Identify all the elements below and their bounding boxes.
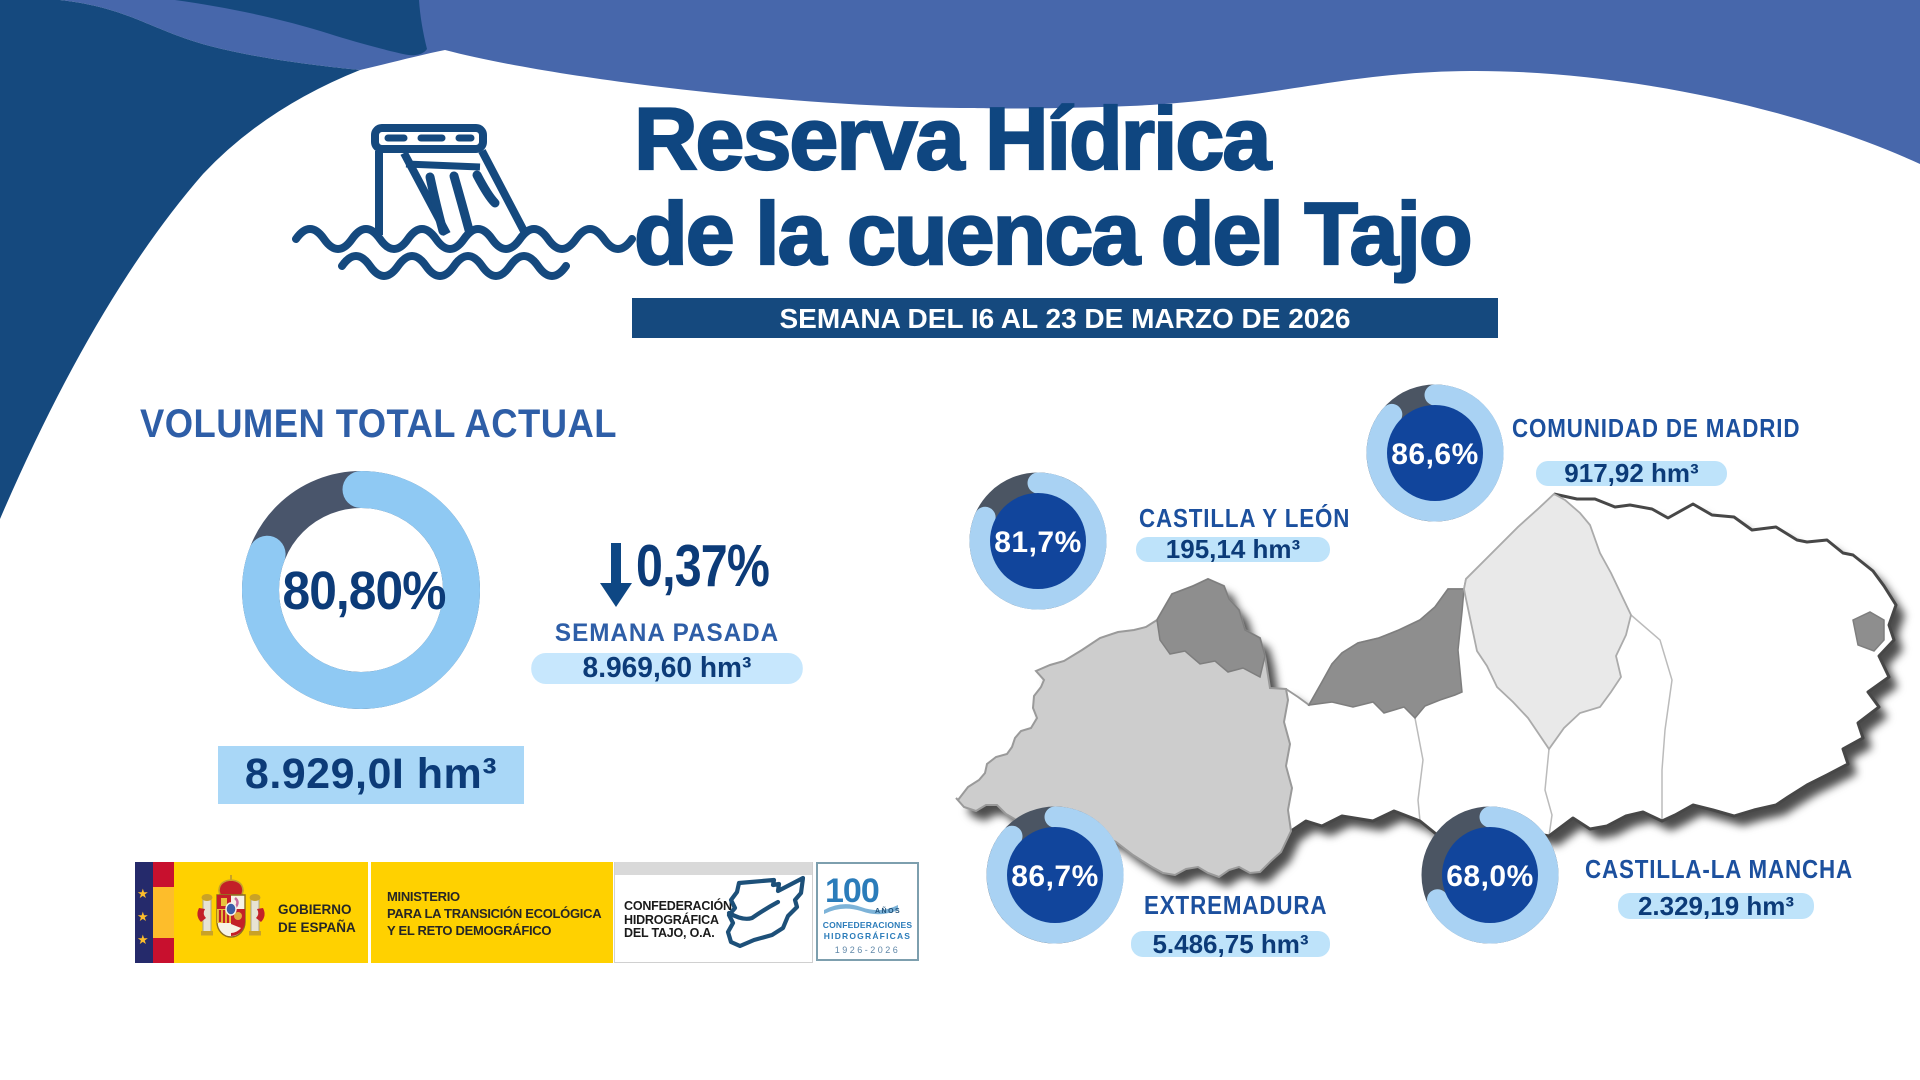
svg-text:81,7%: 81,7% [994,526,1082,559]
svg-text:68,0%: 68,0% [1446,860,1534,893]
svg-text:86,6%: 86,6% [1391,438,1479,471]
svg-text:86,7%: 86,7% [1011,860,1099,893]
